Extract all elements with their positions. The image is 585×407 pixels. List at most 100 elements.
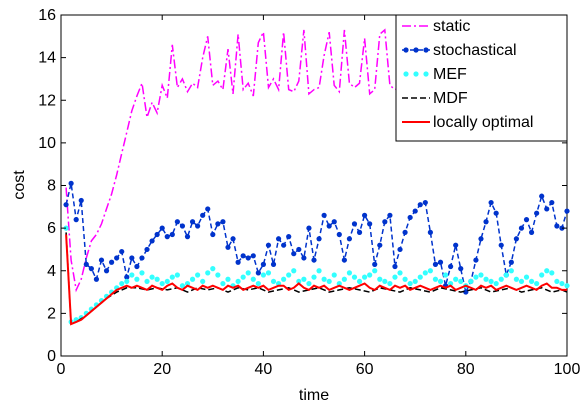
y-tick-label: 6 [47,220,56,237]
data-point [306,225,312,231]
data-point [230,236,236,242]
data-point [184,280,191,287]
series-mef [63,225,570,325]
data-point [513,236,520,242]
x-tick-label: 0 [57,361,66,378]
data-point [98,257,105,263]
data-point [331,272,337,278]
data-point [458,278,464,285]
data-point [281,242,287,248]
data-point [119,248,125,255]
x-tick-label: 40 [255,361,273,378]
data-point [144,278,150,285]
data-point [124,278,130,285]
data-point [528,278,535,285]
data-point [149,238,155,244]
data-point [508,259,514,265]
data-point [377,242,383,248]
data-point [518,225,525,231]
data-point [210,266,216,272]
data-point [124,274,130,280]
legend-marker [423,71,429,77]
data-point [291,268,297,274]
data-point [154,231,160,238]
tick-layer: 0 20 40 60 80 100 0 2 4 6 8 10 12 14 16 [38,7,580,378]
data-point [554,278,560,285]
data-point [235,278,241,285]
data-point [195,223,201,229]
data-point [341,276,347,282]
data-point [336,231,342,238]
data-point [437,278,444,285]
data-point [458,266,464,272]
data-point [139,270,145,276]
y-tick-label: 8 [47,178,56,195]
data-point [539,193,545,199]
data-point [134,263,140,270]
data-point [184,234,191,240]
data-point [174,272,180,278]
data-point [422,199,428,206]
data-point [407,214,413,221]
data-point [534,210,540,216]
data-point [559,225,565,231]
data-point [174,219,180,225]
data-point [63,202,69,208]
data-point [291,251,297,257]
data-point [549,199,555,206]
data-point [103,268,110,274]
x-tick-label: 20 [153,361,171,378]
data-point [73,217,79,223]
data-point [356,229,363,235]
data-point [321,212,327,218]
data-point [296,246,302,253]
data-point [448,263,454,270]
data-point [250,276,256,282]
data-point [144,246,150,253]
data-point [235,259,241,265]
data-point [362,274,368,280]
data-point [114,255,120,261]
data-point [483,276,489,282]
data-point [149,274,155,280]
data-point [205,206,211,212]
data-point [301,255,307,261]
data-point [316,268,322,274]
data-point [169,231,175,238]
data-point [306,280,312,287]
data-point [189,219,196,225]
data-point [422,270,428,276]
data-point [544,206,550,212]
data-point [245,255,251,261]
data-point [442,272,449,278]
data-point [265,270,272,276]
data-point [326,278,332,285]
y-tick-label: 10 [38,135,56,152]
y-tick-label: 2 [47,305,56,322]
data-point [473,274,479,280]
data-point [564,208,570,214]
data-point [518,278,525,285]
legend-entry: locally optimal [402,114,533,131]
data-point [468,278,474,285]
data-point [473,257,479,263]
data-point [523,217,530,223]
data-point [448,280,454,287]
data-point [513,276,520,282]
data-point [119,280,125,287]
data-point [281,276,287,282]
data-point [270,261,277,267]
data-point [210,231,216,238]
data-point [159,225,165,231]
data-point [463,289,469,295]
data-point [372,261,378,267]
data-point [346,270,353,276]
data-point [296,278,302,285]
data-point [351,274,358,280]
series-static [65,28,406,293]
data-point [402,276,408,282]
data-point [189,276,196,282]
data-point [367,221,373,227]
data-point [453,276,459,282]
data-point [179,283,186,289]
